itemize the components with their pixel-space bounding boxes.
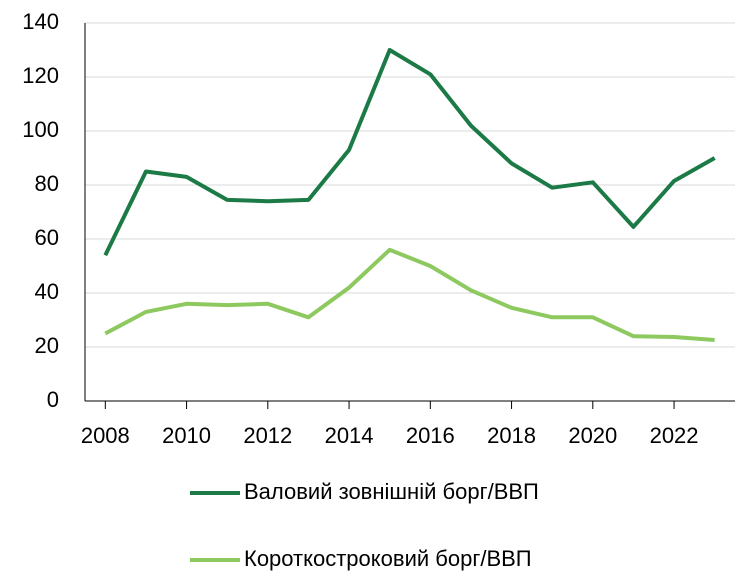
series-line bbox=[104, 247, 715, 342]
y-tick-label: 40 bbox=[35, 279, 59, 304]
y-tick-label: 20 bbox=[35, 333, 59, 358]
y-tick-label: 100 bbox=[22, 117, 59, 142]
x-tick-label: 2014 bbox=[325, 423, 374, 448]
x-tick-label: 2016 bbox=[406, 423, 455, 448]
x-tick-label: 2018 bbox=[487, 423, 536, 448]
x-tick-label: 2008 bbox=[81, 423, 130, 448]
y-tick-label: 60 bbox=[35, 225, 59, 250]
y-tick-label: 80 bbox=[35, 171, 59, 196]
y-tick-label: 120 bbox=[22, 63, 59, 88]
y-tick-label: 140 bbox=[22, 9, 59, 34]
legend-label: Короткостроковий борг/ВВП bbox=[244, 546, 532, 571]
x-tick-label: 2012 bbox=[243, 423, 292, 448]
y-tick-label: 0 bbox=[47, 387, 59, 412]
series-line bbox=[103, 48, 716, 257]
x-tick-label: 2022 bbox=[650, 423, 699, 448]
x-tick-label: 2020 bbox=[568, 423, 617, 448]
x-tick-label: 2010 bbox=[162, 423, 211, 448]
legend-label: Валовий зовнішній борг/ВВП bbox=[244, 479, 539, 504]
